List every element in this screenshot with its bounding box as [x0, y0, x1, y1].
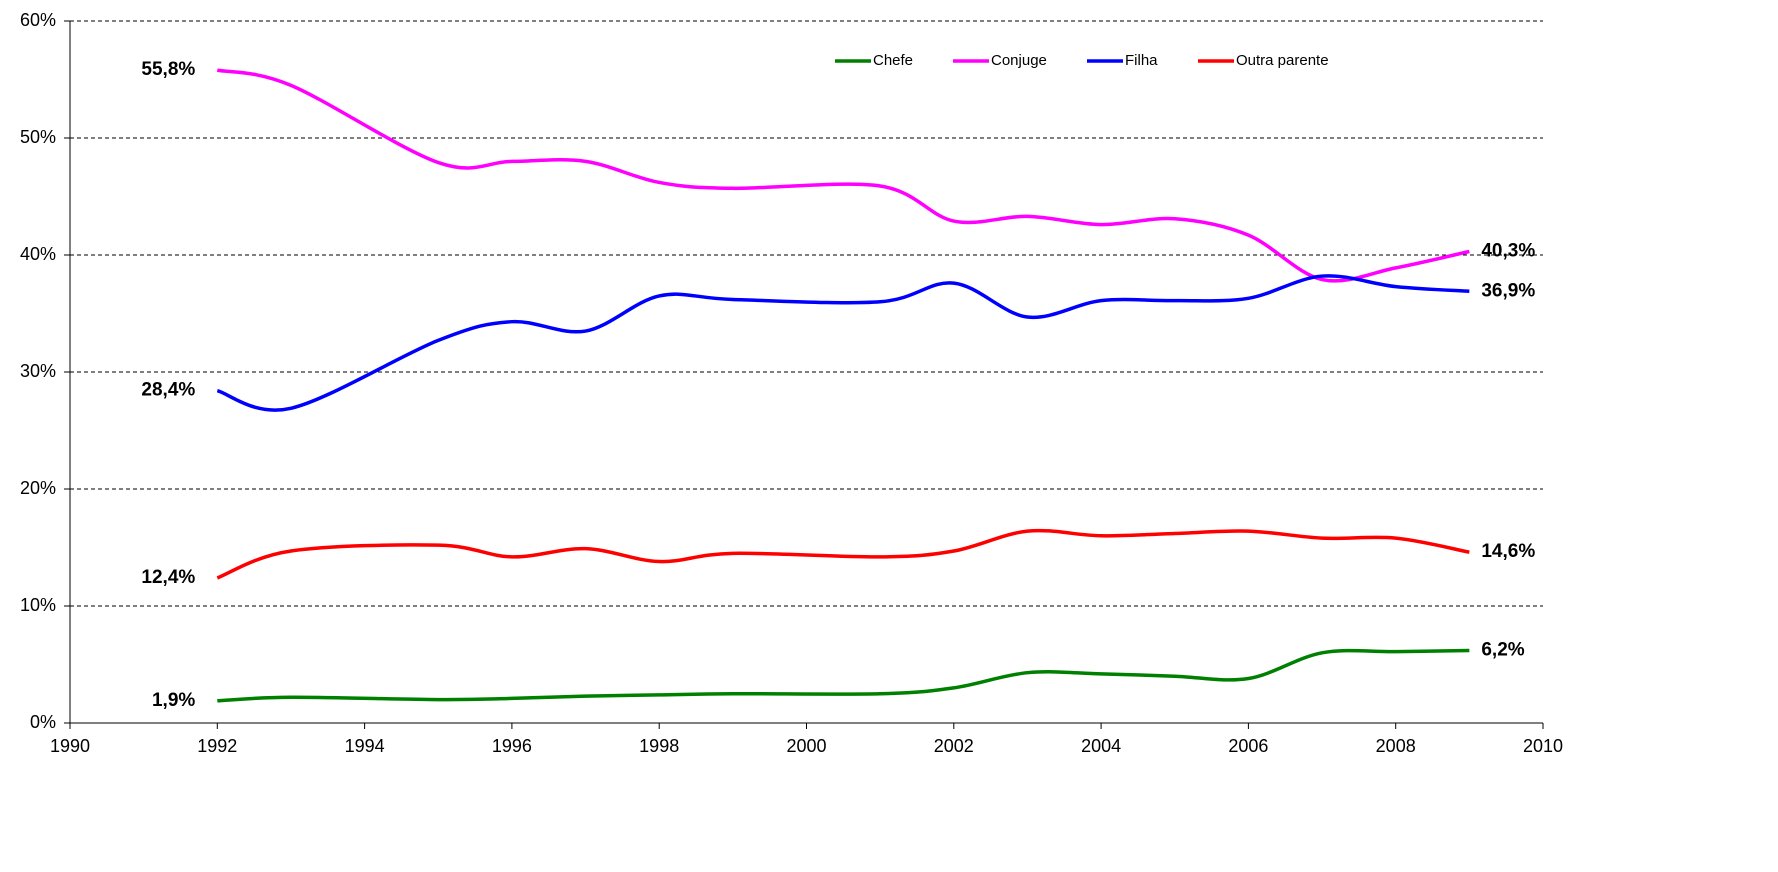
x-tick-label: 1996 [492, 736, 532, 756]
series-line [217, 648, 1470, 703]
x-tick-label: 2010 [1523, 736, 1563, 756]
y-tick-label: 50% [20, 127, 56, 147]
y-tick-label: 10% [20, 595, 56, 615]
x-tick-label: 2000 [786, 736, 826, 756]
x-tick-label: 2004 [1081, 736, 1121, 756]
x-tick-label: 2002 [934, 736, 974, 756]
series-line [216, 528, 1470, 580]
data-label: 40,3% [1481, 241, 1535, 262]
legend-label: Chefe [873, 52, 913, 69]
y-tick-label: 20% [20, 478, 56, 498]
legend-label: Filha [1125, 52, 1158, 69]
series-line [216, 274, 1470, 412]
legend-label: Outra parente [1236, 52, 1329, 69]
y-tick-label: 30% [20, 361, 56, 381]
y-tick-label: 0% [30, 712, 56, 732]
x-tick-label: 1990 [50, 736, 90, 756]
data-label: 1,9% [152, 690, 195, 711]
x-tick-label: 1992 [197, 736, 237, 756]
x-tick-label: 1994 [345, 736, 385, 756]
x-tick-label: 2008 [1376, 736, 1416, 756]
x-tick-label: 2006 [1228, 736, 1268, 756]
legend-label: Conjuge [991, 52, 1047, 69]
x-tick-label: 1998 [639, 736, 679, 756]
y-tick-label: 60% [20, 10, 56, 30]
data-label: 6,2% [1481, 639, 1524, 660]
data-label: 55,8% [141, 59, 195, 80]
data-label: 36,9% [1481, 280, 1535, 301]
data-label: 28,4% [141, 380, 195, 401]
data-label: 12,4% [141, 567, 195, 588]
y-tick-label: 40% [20, 244, 56, 264]
data-label: 14,6% [1481, 541, 1535, 562]
series-line [216, 68, 1470, 283]
